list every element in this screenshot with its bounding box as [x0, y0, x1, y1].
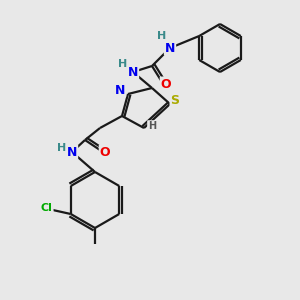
Text: H: H — [158, 31, 166, 41]
Text: Cl: Cl — [41, 203, 53, 213]
Text: S: S — [170, 94, 179, 106]
Text: H: H — [118, 59, 127, 69]
Text: N: N — [115, 83, 125, 97]
Text: N: N — [128, 65, 138, 79]
Text: N: N — [165, 41, 175, 55]
Text: H: H — [57, 143, 67, 153]
Text: H: H — [148, 121, 156, 131]
Text: O: O — [100, 146, 110, 158]
Text: O: O — [161, 77, 171, 91]
Text: N: N — [67, 146, 77, 158]
